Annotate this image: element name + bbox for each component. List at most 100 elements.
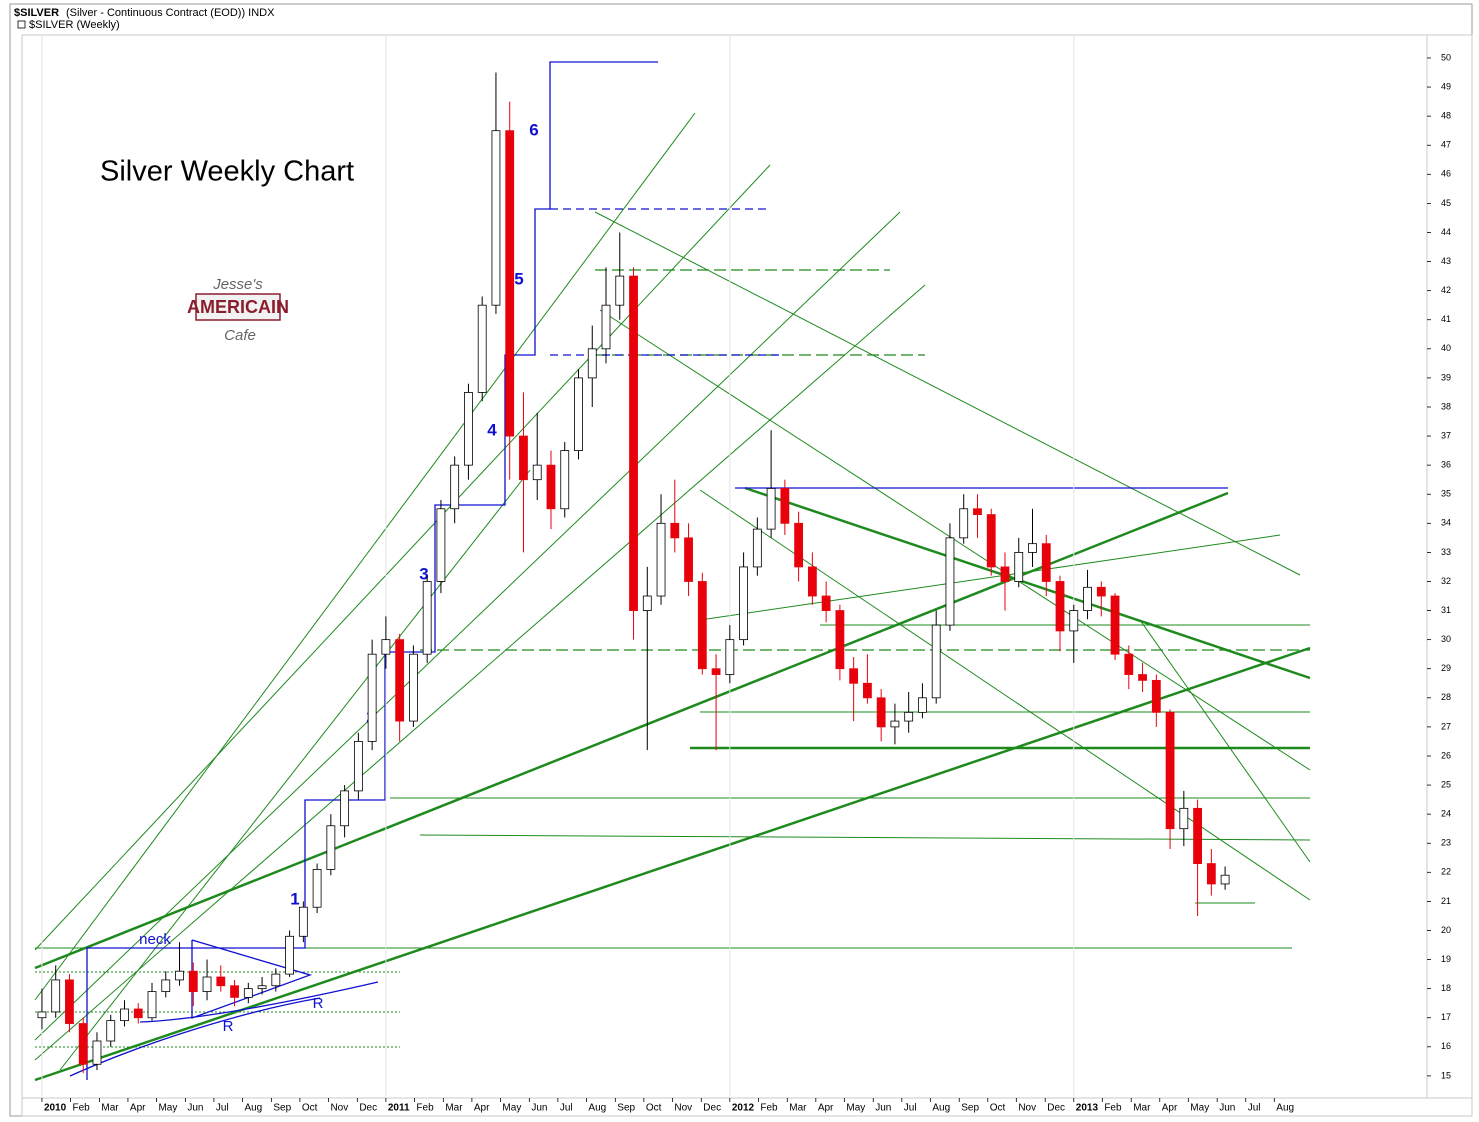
candle-body <box>409 653 418 722</box>
x-tick-label: Feb <box>416 1103 434 1114</box>
pattern-label: R <box>313 995 324 1012</box>
candle-body <box>656 522 666 597</box>
candle-body <box>973 508 982 515</box>
x-tick-label: Jul <box>216 1103 229 1114</box>
candle-body <box>931 624 941 699</box>
candle-body <box>477 304 487 393</box>
candle-body <box>464 392 473 466</box>
candle-body <box>1028 543 1037 553</box>
candle-body <box>1206 863 1216 885</box>
logo-text: Jesse's <box>212 276 263 293</box>
candle-body <box>615 275 625 306</box>
trendline <box>34 211 901 1041</box>
candle-body <box>918 697 927 713</box>
trendline <box>34 164 771 951</box>
candle-body <box>51 979 61 1013</box>
y-tick-label: 28 <box>1441 692 1451 702</box>
candle-body <box>959 508 969 539</box>
candle-body <box>560 450 570 510</box>
x-tick-label: 2013 <box>1076 1103 1099 1114</box>
chart-title: Silver Weekly Chart <box>100 156 354 188</box>
candle-body <box>1069 610 1079 632</box>
candle-body <box>986 514 996 568</box>
wave-label: 6 <box>529 120 538 139</box>
candle-body <box>78 1023 88 1065</box>
trendline <box>1139 619 1311 863</box>
wave-label: 1 <box>290 889 299 908</box>
x-tick-label: Mar <box>789 1103 807 1114</box>
candle-body <box>175 970 184 981</box>
x-tick-label: Jun <box>187 1103 203 1114</box>
candle-body <box>794 522 804 568</box>
candle-body <box>298 906 308 937</box>
y-tick-label: 20 <box>1441 925 1451 935</box>
candle-body <box>312 869 322 908</box>
y-tick-label: 41 <box>1441 314 1451 324</box>
symbol-description: (Silver - Continuous Contract (EOD)) IND… <box>66 7 275 19</box>
candle-body <box>340 790 350 827</box>
candle-body <box>133 1008 143 1019</box>
candle-body <box>697 581 707 670</box>
candle-body <box>257 985 267 990</box>
y-tick-label: 48 <box>1441 111 1451 121</box>
y-tick-label: 39 <box>1441 372 1451 382</box>
symbol: $SILVER <box>14 7 59 19</box>
candle-body <box>1083 586 1092 611</box>
logo: Jesse's AMERICAIN Cafe <box>187 276 289 344</box>
trendline <box>34 646 1311 1082</box>
logo-text: AMERICAIN <box>187 297 289 317</box>
y-tick-label: 25 <box>1441 779 1451 789</box>
candle-body <box>519 435 528 481</box>
pattern-label: R <box>223 1018 234 1035</box>
x-tick-label: Sep <box>961 1103 979 1114</box>
x-tick-label: Apr <box>818 1103 834 1114</box>
y-tick-label: 42 <box>1441 285 1451 295</box>
candle-body <box>670 522 680 539</box>
x-tick-label: Aug <box>244 1103 262 1114</box>
candles <box>37 72 1230 1073</box>
y-tick-label: 33 <box>1441 547 1451 557</box>
candle-body <box>835 610 845 670</box>
candle-body <box>849 668 859 684</box>
x-tick-label: Mar <box>101 1103 119 1114</box>
x-tick-label: Sep <box>273 1103 291 1114</box>
x-tick-label: Jul <box>904 1103 917 1114</box>
candle-body <box>890 720 900 728</box>
candle-body <box>821 595 831 611</box>
x-tick-label: May <box>158 1103 177 1114</box>
support-curve <box>69 997 321 1077</box>
candle-body <box>271 973 281 987</box>
x-tick-label: Mar <box>1133 1103 1151 1114</box>
y-tick-label: 45 <box>1441 198 1451 208</box>
y-tick-label: 17 <box>1441 1012 1451 1022</box>
x-tick-label: Jul <box>560 1103 573 1114</box>
y-tick-label: 44 <box>1441 227 1451 237</box>
y-axis-panel <box>1426 34 1473 1099</box>
y-tick-label: 23 <box>1441 838 1451 848</box>
candle-body <box>326 825 336 870</box>
wave-label: 4 <box>487 420 497 439</box>
y-tick-label: 37 <box>1441 430 1451 440</box>
x-tick-label: Feb <box>1104 1103 1122 1114</box>
x-tick-label: Dec <box>703 1103 721 1114</box>
y-tick-label: 22 <box>1441 867 1451 877</box>
x-axis-panel <box>21 1097 1473 1117</box>
candle-body <box>876 697 886 728</box>
y-tick-label: 21 <box>1441 896 1451 906</box>
candle-body <box>106 1020 116 1042</box>
x-tick-label: May <box>502 1103 521 1114</box>
y-tick-label: 15 <box>1441 1070 1451 1080</box>
candle-body <box>532 464 542 481</box>
x-tick-label: Jun <box>1219 1103 1235 1114</box>
neckline-curve <box>139 981 379 1023</box>
candle-body <box>188 970 198 992</box>
x-tick-label: Aug <box>588 1103 606 1114</box>
y-tick-label: 46 <box>1441 169 1451 179</box>
y-tick-label: 27 <box>1441 721 1451 731</box>
x-tick-label: Aug <box>932 1103 950 1114</box>
y-tick-label: 31 <box>1441 605 1451 615</box>
candle-body <box>904 711 914 722</box>
x-tick-label: Jun <box>875 1103 891 1114</box>
